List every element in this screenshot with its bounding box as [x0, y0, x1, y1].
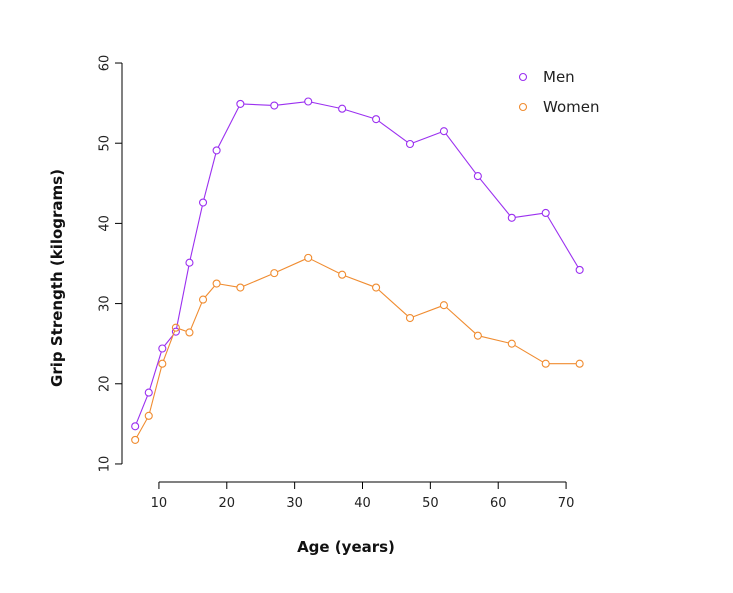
- men-line-segment: [547, 215, 579, 268]
- women-point: [473, 331, 482, 340]
- women-line-segment: [345, 275, 373, 287]
- women-line-segment: [219, 283, 237, 288]
- women-point: [439, 301, 448, 310]
- men-point: [338, 104, 347, 113]
- women-line-segment: [190, 302, 203, 330]
- y-tick-label: 60: [98, 55, 113, 72]
- y-tick-label: 50: [98, 135, 113, 152]
- women-point: [212, 279, 221, 288]
- women-line-segment: [378, 289, 408, 317]
- men-point: [198, 198, 208, 207]
- men-point: [439, 127, 448, 136]
- men-point: [507, 213, 516, 222]
- women-point: [372, 283, 381, 292]
- men-line-segment: [217, 106, 240, 148]
- men-point: [304, 97, 313, 106]
- men-line-segment: [515, 212, 543, 218]
- women-point: [185, 328, 194, 337]
- men-line-segment: [311, 101, 339, 109]
- x-tick-label: 40: [354, 496, 371, 511]
- men-line-segment: [479, 178, 511, 216]
- x-tick-label: 50: [422, 496, 439, 511]
- x-tick-label: 10: [151, 496, 168, 511]
- women-line-segment: [243, 273, 272, 287]
- women-point: [158, 359, 167, 368]
- women-point: [144, 411, 153, 420]
- men-point: [185, 258, 194, 267]
- legend: Men Women: [518, 68, 599, 116]
- men-line-segment: [149, 351, 162, 390]
- legend-women-marker: [518, 102, 528, 112]
- men-point: [212, 146, 221, 155]
- women-line-segment: [149, 366, 162, 413]
- series-layer: [131, 97, 584, 444]
- men-point: [270, 101, 279, 110]
- women-point: [338, 270, 347, 279]
- women-line-segment: [481, 335, 509, 344]
- women-point: [198, 295, 208, 304]
- women-point: [171, 323, 180, 332]
- legend-women-label: Women: [543, 98, 599, 116]
- series-women: [131, 253, 584, 444]
- men-point: [372, 115, 381, 124]
- women-line-segment: [277, 258, 306, 273]
- men-line-segment: [413, 131, 441, 144]
- series-men: [131, 97, 584, 431]
- men-line-segment: [135, 395, 148, 424]
- men-line-segment: [243, 103, 271, 106]
- y-tick-label: 10: [98, 456, 113, 473]
- x-tick-label: 60: [490, 496, 507, 511]
- women-point: [236, 283, 245, 292]
- women-point: [575, 359, 584, 368]
- men-point: [473, 172, 482, 181]
- x-tick-label: 30: [286, 496, 303, 511]
- men-point: [158, 344, 167, 353]
- women-point: [405, 313, 415, 323]
- y-tick-label: 20: [98, 376, 113, 393]
- men-point: [131, 422, 140, 431]
- legend-men-label: Men: [543, 68, 575, 86]
- axes: 10 20 30 40 50 60 10 20 30 40 50 60 70: [98, 55, 575, 511]
- women-point: [304, 253, 313, 262]
- women-line-segment: [136, 418, 148, 438]
- women-point: [270, 269, 279, 278]
- x-tick-label: 20: [219, 496, 236, 511]
- y-tick-label: 30: [98, 295, 113, 312]
- men-line-segment: [345, 109, 373, 119]
- women-line-segment: [204, 285, 215, 298]
- y-axis-title: Grip Strength (kilograms): [48, 169, 66, 387]
- men-line-segment: [445, 133, 477, 174]
- legend-men-marker: [518, 72, 528, 82]
- men-point: [236, 99, 245, 108]
- men-line-segment: [277, 101, 305, 106]
- men-line-segment: [176, 266, 190, 329]
- men-point: [171, 327, 180, 336]
- women-line-segment: [514, 344, 543, 363]
- women-point: [131, 435, 140, 444]
- men-point: [575, 265, 584, 274]
- women-line-segment: [413, 305, 441, 318]
- women-point: [507, 339, 516, 348]
- men-line-segment: [378, 120, 408, 143]
- x-axis-title: Age (years): [297, 538, 395, 556]
- women-line-segment: [179, 328, 187, 332]
- women-point: [541, 359, 550, 368]
- men-point: [541, 208, 550, 218]
- y-tick-label: 40: [98, 215, 113, 232]
- men-point: [144, 388, 153, 397]
- women-line-segment: [311, 258, 340, 274]
- x-tick-label: 70: [558, 496, 575, 511]
- men-point: [405, 139, 415, 149]
- men-line-segment: [189, 205, 203, 260]
- women-line-segment: [163, 330, 176, 361]
- men-line-segment: [203, 153, 217, 200]
- women-line-segment: [446, 307, 476, 334]
